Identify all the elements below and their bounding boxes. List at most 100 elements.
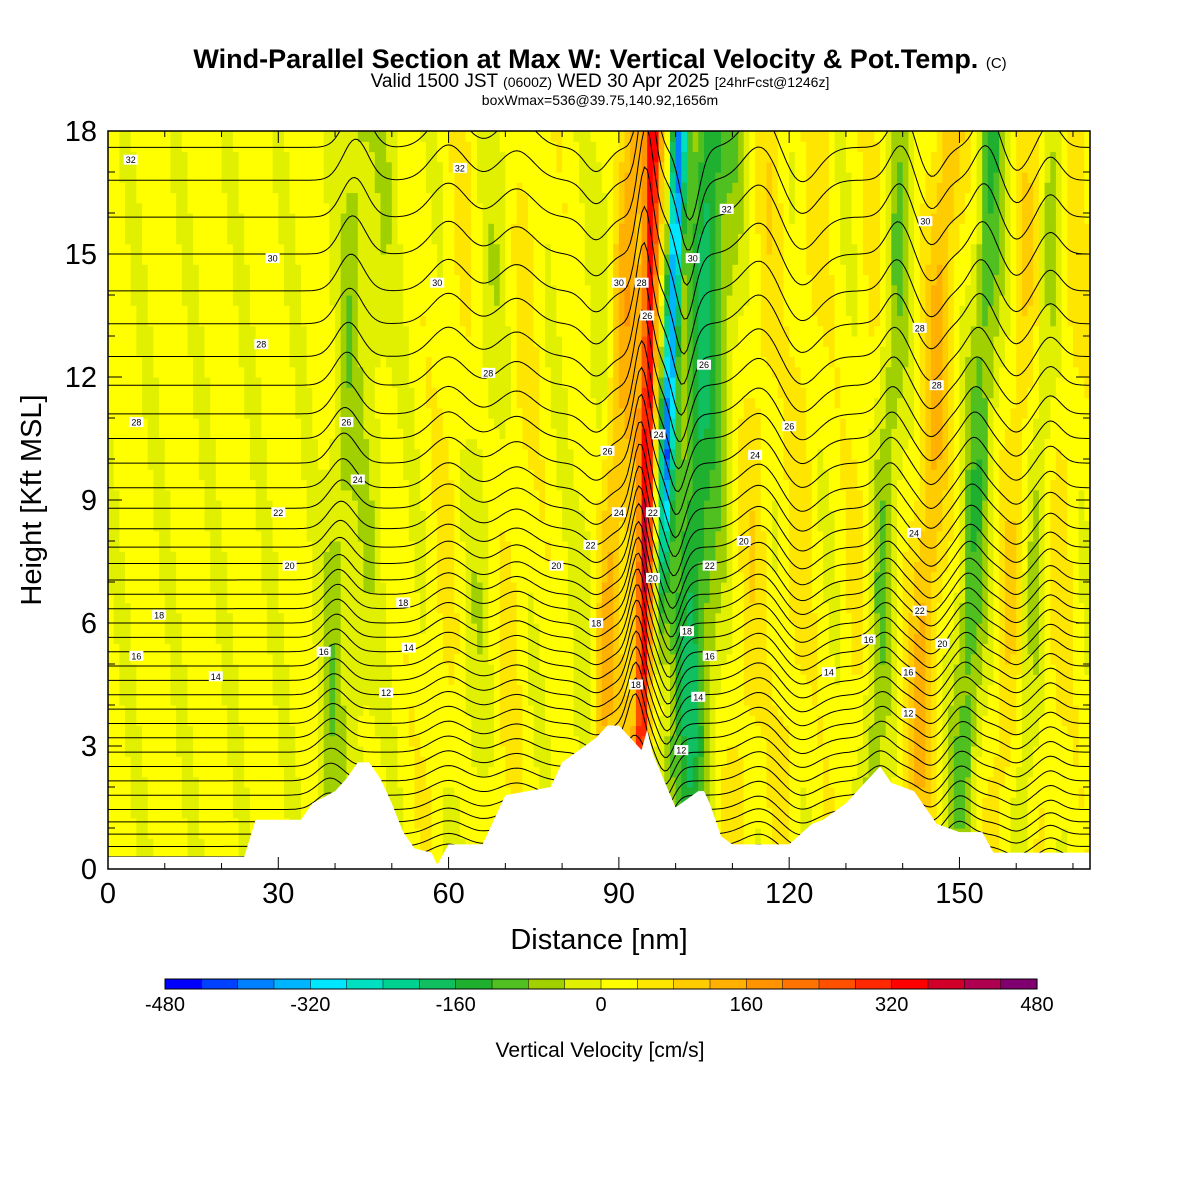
velocity-cell (159, 694, 166, 706)
velocity-cell (159, 438, 166, 450)
velocity-cell (130, 776, 137, 788)
velocity-cell (136, 213, 143, 224)
velocity-cell (295, 192, 302, 204)
velocity-cell (289, 182, 296, 194)
velocity-cell (295, 653, 302, 665)
velocity-cell (499, 776, 506, 788)
velocity-cell (459, 141, 467, 153)
velocity-cell (374, 582, 382, 593)
velocity-cell (159, 131, 166, 142)
velocity-cell (477, 315, 484, 327)
velocity-cell (454, 274, 461, 286)
velocity-cell (369, 336, 376, 347)
velocity-cell (119, 776, 126, 788)
velocity-cell (113, 161, 120, 173)
velocity-cell (386, 366, 393, 378)
velocity-cell (323, 756, 330, 768)
velocity-cell (306, 202, 313, 214)
velocity-cell (227, 715, 234, 727)
velocity-cell (312, 274, 319, 286)
velocity-cell (318, 787, 325, 798)
velocity-cell (431, 448, 438, 460)
velocity-cell (108, 582, 115, 593)
velocity-cell (164, 694, 172, 706)
velocity-cell (363, 664, 370, 675)
velocity-cell (210, 520, 217, 532)
velocity-cell (420, 571, 427, 583)
velocity-cell (329, 561, 336, 573)
velocity-cell (159, 141, 166, 153)
velocity-cell (113, 182, 120, 194)
velocity-cell (255, 766, 262, 778)
velocity-cell (108, 213, 115, 224)
velocity-cell (323, 336, 330, 347)
velocity-cell (136, 828, 143, 839)
velocity-cell (249, 182, 257, 194)
velocity-cell (323, 735, 330, 747)
velocity-cell (454, 172, 461, 183)
velocity-cell (301, 797, 308, 809)
velocity-cell (221, 489, 228, 501)
velocity-cell (142, 776, 149, 788)
velocity-cell (323, 366, 330, 378)
velocity-cell (380, 582, 387, 593)
velocity-cell (176, 541, 183, 552)
velocity-cell (261, 151, 268, 163)
velocity-cell (125, 356, 132, 368)
velocity-cell (113, 172, 120, 183)
velocity-cell (477, 336, 484, 347)
velocity-cell (391, 612, 399, 624)
valid-utc: (0600Z) (503, 74, 553, 90)
velocity-cell (295, 418, 302, 429)
velocity-cell (142, 141, 149, 153)
velocity-cell (181, 448, 189, 460)
velocity-cell (425, 684, 433, 696)
velocity-cell (357, 233, 365, 245)
velocity-cell (125, 182, 132, 194)
velocity-cell (442, 377, 450, 388)
velocity-cell (357, 131, 365, 142)
velocity-cell (482, 500, 489, 511)
velocity-cell (187, 182, 194, 194)
velocity-cell (494, 756, 501, 768)
velocity-cell (176, 346, 183, 358)
velocity-cell (374, 418, 382, 429)
velocity-cell (249, 325, 257, 337)
velocity-cell (170, 694, 177, 706)
velocity-cell (380, 141, 387, 153)
velocity-cell (278, 284, 285, 296)
velocity-cell (159, 254, 166, 265)
velocity-cell (431, 469, 438, 481)
velocity-cell (420, 725, 427, 737)
velocity-cell (357, 694, 365, 706)
velocity-cell (431, 141, 438, 153)
velocity-cell (340, 223, 347, 235)
velocity-cell (442, 192, 450, 204)
velocity-cell (244, 407, 251, 419)
velocity-cell (119, 643, 126, 655)
velocity-cell (477, 797, 484, 809)
velocity-cell (113, 746, 120, 757)
velocity-cell (318, 151, 325, 163)
velocity-cell (193, 202, 200, 214)
velocity-cell (454, 664, 461, 675)
velocity-cell (255, 612, 262, 624)
velocity-cell (278, 305, 285, 317)
velocity-cell (255, 254, 262, 265)
velocity-cell (272, 377, 279, 388)
velocity-cell (397, 264, 404, 276)
velocity-cell (187, 705, 194, 716)
velocity-cell (227, 817, 234, 829)
velocity-cell (142, 838, 149, 850)
velocity-cell (306, 151, 313, 163)
velocity-cell (318, 254, 325, 265)
velocity-cell (198, 407, 206, 419)
velocity-cell (431, 151, 438, 163)
velocity-cell (431, 551, 438, 563)
velocity-cell (465, 653, 472, 665)
velocity-cell (181, 530, 189, 542)
velocity-cell (289, 233, 296, 245)
velocity-cell (477, 213, 484, 224)
velocity-cell (147, 469, 154, 481)
velocity-cell (391, 766, 399, 778)
